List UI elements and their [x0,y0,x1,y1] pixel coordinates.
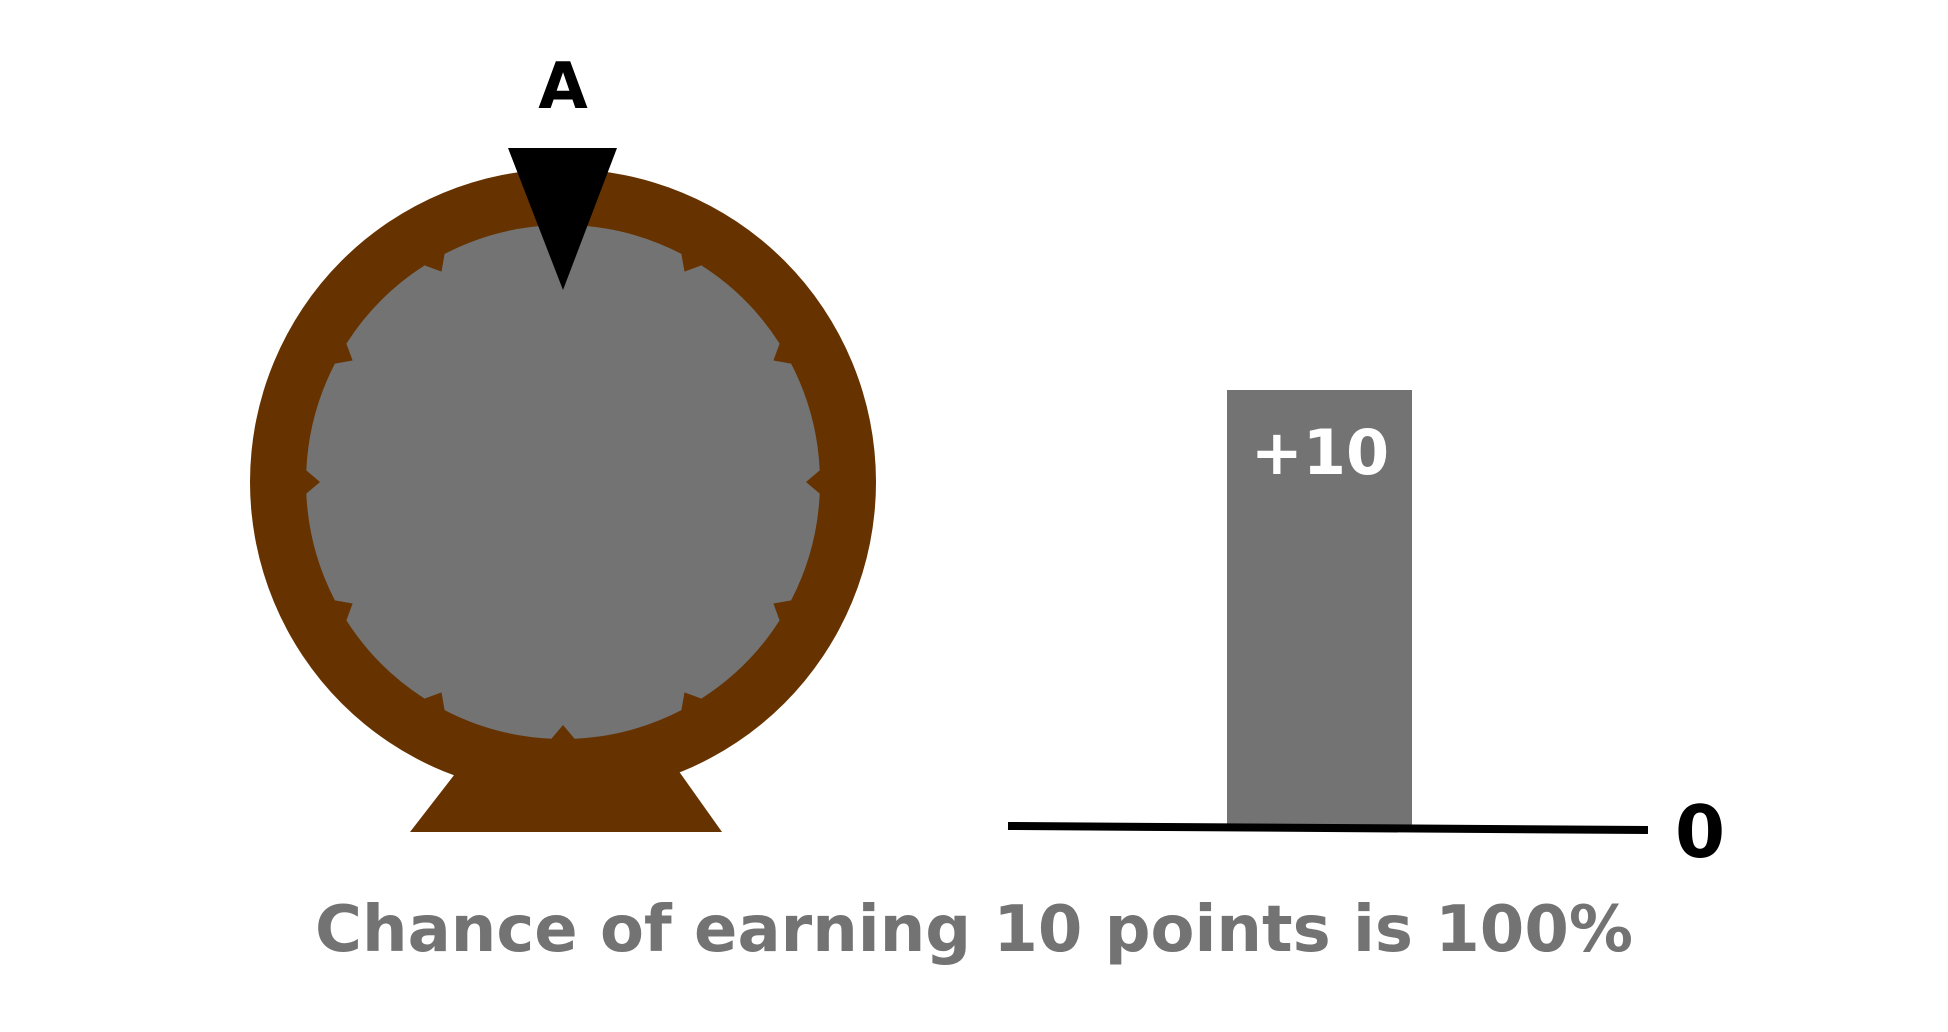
probability-caption: Chance of earning 10 points is 100% [315,893,1633,967]
outcome-bar-label: +10 [1250,416,1390,489]
wheel-label: A [538,50,588,124]
baseline [1007,822,1649,834]
wheel-pointer [508,148,617,290]
wheel-face [306,225,820,739]
outcome-bar [1227,390,1412,826]
baseline-label: 0 [1674,790,1726,874]
